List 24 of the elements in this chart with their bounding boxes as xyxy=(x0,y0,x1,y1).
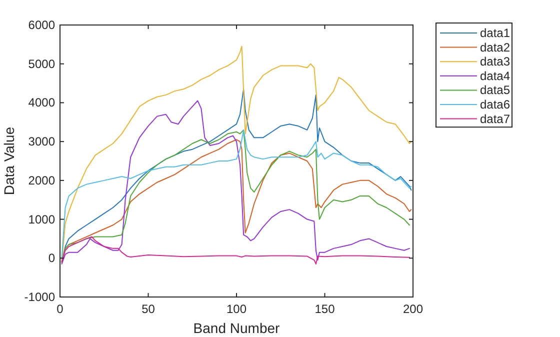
legend-label: data2 xyxy=(480,40,510,54)
y-tick-label: 3000 xyxy=(28,134,56,149)
legend-label: data4 xyxy=(480,68,510,83)
legend-label: data6 xyxy=(480,98,510,112)
y-tick-label: 0 xyxy=(48,251,56,266)
x-axis-title: Band Number xyxy=(193,320,280,336)
x-tick-label: 50 xyxy=(142,302,156,316)
y-tick-label: 6000 xyxy=(28,18,56,32)
y-tick-label: 4000 xyxy=(28,96,56,110)
x-tick-label: 0 xyxy=(56,302,64,316)
line-series xyxy=(61,236,410,264)
line-series xyxy=(61,46,412,263)
x-tick-label: 150 xyxy=(314,302,336,316)
y-tick-label: -1000 xyxy=(24,290,56,304)
legend-label: data1 xyxy=(480,26,510,40)
x-tick-label: 100 xyxy=(226,302,247,316)
legend-label: data3 xyxy=(480,54,510,69)
x-tick-label: 200 xyxy=(402,302,424,316)
y-axis-title: Data Value xyxy=(1,126,17,196)
y-tick-label: 2000 xyxy=(28,173,56,188)
legend-label: data5 xyxy=(480,83,510,98)
y-tick-label: 1000 xyxy=(28,212,56,226)
y-tick-label: 5000 xyxy=(28,56,56,71)
legend-label: data7 xyxy=(480,112,510,126)
